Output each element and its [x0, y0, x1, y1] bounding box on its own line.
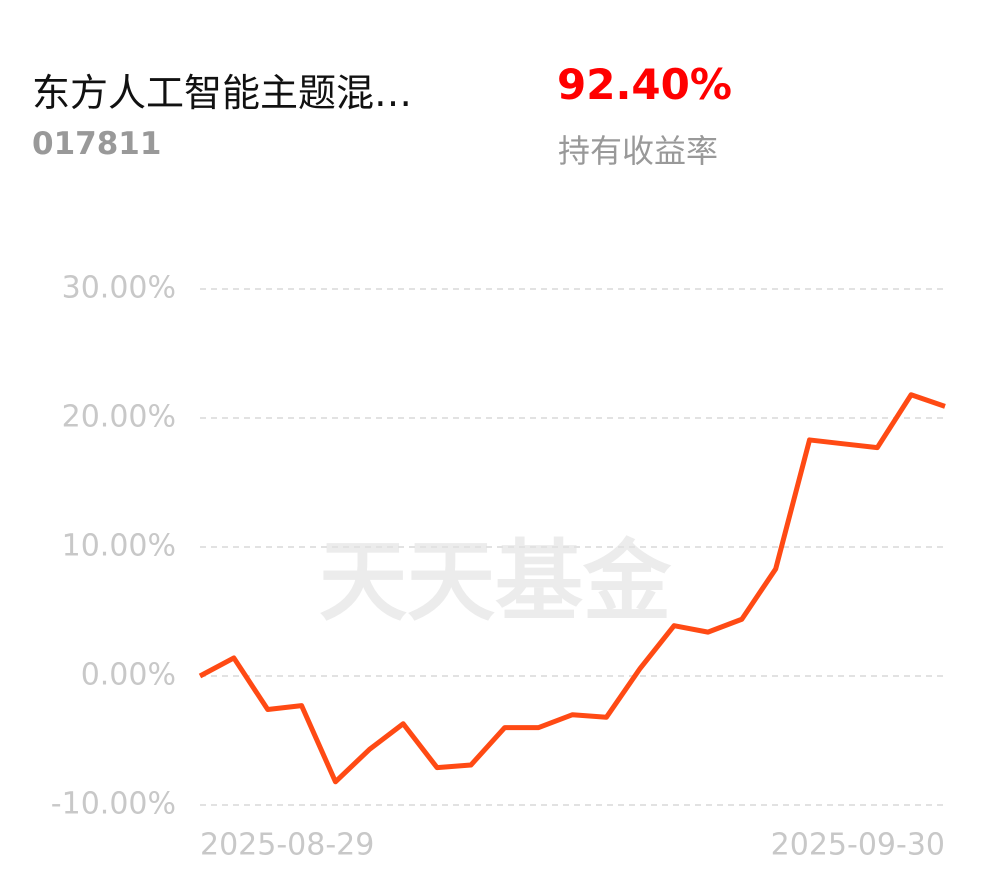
fund-name[interactable]: 东方人工智能主题混… [32, 71, 413, 115]
return-label: 持有收益率 [558, 132, 719, 170]
return-value: 92.40% [557, 60, 732, 109]
watermark: 天天基金 [319, 530, 672, 633]
x-tick-label: 2025-09-30 [771, 828, 945, 863]
y-tick-label: 0.00% [81, 658, 176, 693]
fund-code: 017811 [32, 126, 162, 162]
y-tick-label: -10.00% [51, 787, 176, 822]
x-tick-label: 2025-08-29 [200, 828, 374, 863]
data-line [198, 392, 946, 785]
y-tick-label: 20.00% [62, 400, 176, 435]
y-tick-label: 30.00% [62, 271, 176, 306]
y-tick-label: 10.00% [62, 529, 176, 564]
